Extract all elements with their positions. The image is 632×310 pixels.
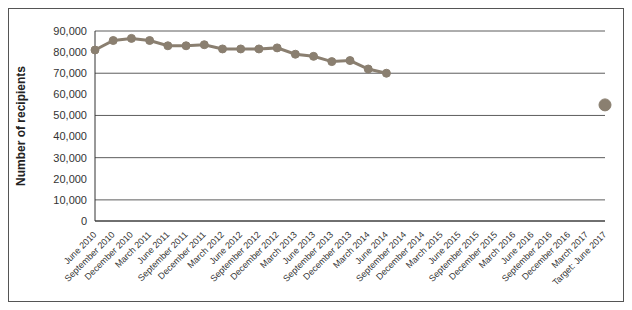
svg-text:June 2016: June 2016 bbox=[498, 229, 536, 267]
svg-text:September 2015: September 2015 bbox=[426, 229, 481, 284]
svg-text:June 2010: June 2010 bbox=[61, 229, 99, 267]
svg-text:June 2012: June 2012 bbox=[207, 229, 245, 267]
svg-text:June 2014: June 2014 bbox=[353, 229, 390, 267]
svg-text:June 2013: June 2013 bbox=[280, 229, 318, 267]
svg-text:September 2011: September 2011 bbox=[135, 229, 190, 284]
svg-text:March 2015: March 2015 bbox=[403, 229, 445, 271]
svg-text:December 2014: December 2014 bbox=[374, 229, 427, 282]
svg-text:March 2017: March 2017 bbox=[549, 229, 591, 271]
svg-text:0: 0 bbox=[81, 215, 87, 227]
svg-text:March 2012: March 2012 bbox=[185, 229, 226, 271]
svg-text:60,000: 60,000 bbox=[53, 88, 87, 100]
svg-text:50,000: 50,000 bbox=[53, 109, 87, 121]
svg-text:September 2010: September 2010 bbox=[62, 229, 117, 284]
svg-text:70,000: 70,000 bbox=[53, 67, 87, 79]
svg-text:June 2011: June 2011 bbox=[135, 229, 172, 266]
svg-text:90,000: 90,000 bbox=[53, 25, 87, 37]
svg-text:December 2012: December 2012 bbox=[228, 229, 281, 282]
svg-text:March 2014: March 2014 bbox=[331, 229, 372, 271]
svg-text:March 2013: March 2013 bbox=[258, 229, 299, 271]
svg-text:80,000: 80,000 bbox=[53, 46, 87, 58]
svg-text:December 2016: December 2016 bbox=[519, 229, 573, 282]
svg-text:20,000: 20,000 bbox=[53, 173, 87, 185]
svg-text:Number of recipients: Number of recipients bbox=[14, 66, 28, 186]
svg-text:September 2013: September 2013 bbox=[281, 229, 336, 284]
svg-text:September 2014: September 2014 bbox=[354, 229, 409, 284]
svg-text:December 2010: December 2010 bbox=[82, 229, 135, 282]
svg-text:December 2015: December 2015 bbox=[446, 229, 500, 282]
svg-text:December 2011: December 2011 bbox=[155, 229, 208, 282]
svg-text:10,000: 10,000 bbox=[53, 194, 87, 206]
svg-text:September 2016: September 2016 bbox=[499, 229, 554, 284]
svg-text:December 2013: December 2013 bbox=[301, 229, 354, 282]
svg-text:March 2011: March 2011 bbox=[113, 229, 154, 270]
svg-text:30,000: 30,000 bbox=[53, 152, 87, 164]
svg-text:March 2016: March 2016 bbox=[476, 229, 518, 271]
svg-text:June 2015: June 2015 bbox=[426, 229, 463, 267]
svg-text:Target: June 2017: Target: June 2017 bbox=[551, 229, 609, 287]
svg-text:40,000: 40,000 bbox=[53, 130, 87, 142]
svg-text:September 2012: September 2012 bbox=[208, 229, 263, 284]
